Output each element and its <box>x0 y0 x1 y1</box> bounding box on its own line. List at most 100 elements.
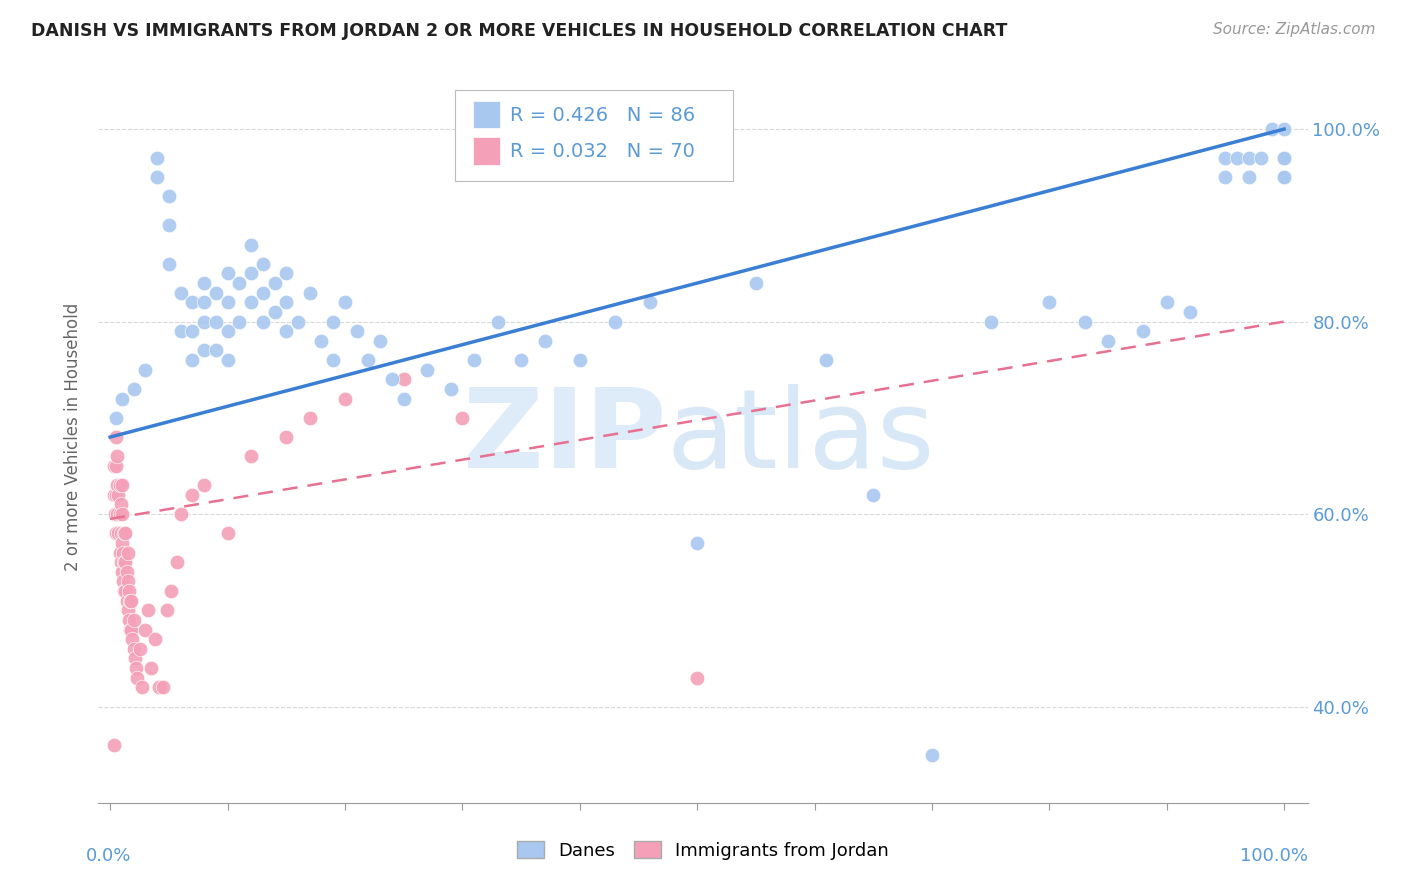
Point <box>1261 122 1284 136</box>
Point <box>1272 151 1295 165</box>
Point <box>181 324 204 338</box>
Point <box>169 285 191 300</box>
Point <box>204 343 226 358</box>
Point <box>217 267 239 281</box>
Point <box>122 382 145 396</box>
Point <box>122 641 145 656</box>
Point <box>114 526 136 541</box>
Point <box>105 458 128 473</box>
Point <box>228 276 250 290</box>
Point <box>1215 170 1237 185</box>
Point <box>103 738 125 752</box>
Point <box>134 623 156 637</box>
Point <box>120 593 142 607</box>
Point <box>1215 151 1237 165</box>
Point <box>105 526 128 541</box>
Point <box>112 574 135 589</box>
FancyBboxPatch shape <box>456 90 734 181</box>
Point <box>166 555 188 569</box>
Text: Source: ZipAtlas.com: Source: ZipAtlas.com <box>1212 22 1375 37</box>
Point <box>252 285 274 300</box>
Point <box>103 458 125 473</box>
Point <box>141 661 163 675</box>
Point <box>104 507 127 521</box>
Point <box>112 555 135 569</box>
Point <box>193 315 215 329</box>
Point <box>1272 151 1295 165</box>
Point <box>120 623 142 637</box>
Point <box>533 334 555 348</box>
Point <box>1272 170 1295 185</box>
Point <box>193 478 215 492</box>
Point <box>439 382 461 396</box>
Point <box>1272 151 1295 165</box>
Point <box>125 661 148 675</box>
Point <box>157 219 180 233</box>
Point <box>228 315 250 329</box>
Text: ZIP: ZIP <box>464 384 666 491</box>
Point <box>146 151 169 165</box>
Point <box>263 305 285 319</box>
Point <box>357 353 380 368</box>
Text: 0.0%: 0.0% <box>86 847 132 864</box>
Point <box>105 450 128 464</box>
Point <box>108 507 131 521</box>
Point <box>169 324 191 338</box>
Point <box>1237 151 1260 165</box>
Point <box>333 392 356 406</box>
Point <box>118 613 141 627</box>
Point <box>1180 305 1202 319</box>
Point <box>1272 122 1295 136</box>
Point <box>451 410 474 425</box>
Point <box>252 257 274 271</box>
Point <box>143 632 166 647</box>
Point <box>157 257 180 271</box>
Point <box>181 353 204 368</box>
Point <box>333 295 356 310</box>
Point <box>111 507 134 521</box>
Point <box>108 478 131 492</box>
Point <box>193 343 215 358</box>
Point <box>217 353 239 368</box>
Point <box>115 593 138 607</box>
Point <box>276 430 298 444</box>
Point <box>298 410 321 425</box>
Point <box>146 170 169 185</box>
Point <box>105 430 128 444</box>
Point <box>193 295 215 310</box>
Bar <box>474 101 501 128</box>
Point <box>298 285 321 300</box>
Text: atlas: atlas <box>666 384 935 491</box>
Point <box>240 237 263 252</box>
Point <box>157 189 180 203</box>
Point <box>193 276 215 290</box>
Point <box>136 603 159 617</box>
Point <box>1272 170 1295 185</box>
Point <box>686 536 709 550</box>
Point <box>240 450 263 464</box>
Point <box>112 545 135 559</box>
Point <box>815 353 838 368</box>
Point <box>263 276 285 290</box>
Point <box>131 681 153 695</box>
Point <box>128 641 150 656</box>
Text: DANISH VS IMMIGRANTS FROM JORDAN 2 OR MORE VEHICLES IN HOUSEHOLD CORRELATION CHA: DANISH VS IMMIGRANTS FROM JORDAN 2 OR MO… <box>31 22 1007 40</box>
Point <box>276 295 298 310</box>
Point <box>1038 295 1060 310</box>
Point <box>217 526 239 541</box>
Y-axis label: 2 or more Vehicles in Household: 2 or more Vehicles in Household <box>65 303 83 571</box>
Point <box>105 410 128 425</box>
Point <box>1097 334 1119 348</box>
Point <box>252 315 274 329</box>
Point <box>112 526 135 541</box>
Point <box>1132 324 1154 338</box>
Point <box>240 267 263 281</box>
Point <box>108 545 131 559</box>
Point <box>1250 151 1272 165</box>
Point <box>169 507 191 521</box>
Point <box>152 681 174 695</box>
Point <box>181 488 204 502</box>
Point <box>120 593 142 607</box>
Point <box>110 526 132 541</box>
Point <box>1272 151 1295 165</box>
